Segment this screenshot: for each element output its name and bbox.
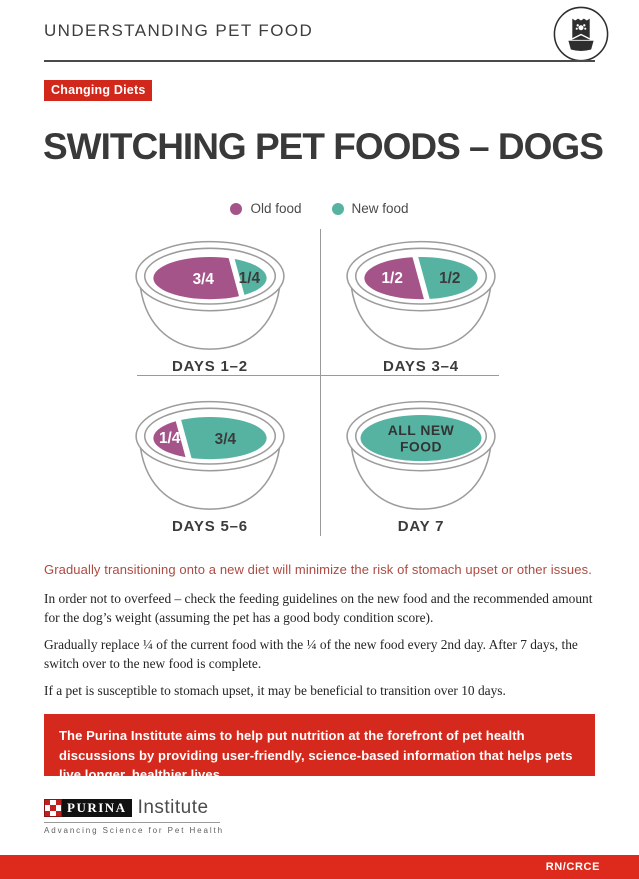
body-copy: In order not to overfeed – check the fee… (44, 589, 600, 708)
new-fraction-label: 1/4 (239, 270, 261, 287)
document-code: RN/CRCE (545, 861, 600, 873)
grid-vertical-divider (320, 229, 321, 536)
lead-sentence: Gradually transitioning onto a new diet … (44, 562, 592, 577)
purina-wordmark: PURINA (62, 799, 132, 817)
bowl-illustration: ALL NEW FOOD (346, 400, 496, 510)
legend-item-old-food: Old food (230, 201, 302, 216)
legend-old-label: Old food (250, 201, 302, 216)
bowl-illustration: 3/4 1/4 (135, 240, 285, 350)
old-food-dot-icon (230, 202, 243, 215)
new-food-portion (360, 415, 482, 462)
bowl-label: DAY 7 (397, 517, 445, 535)
legend: Old food New food (0, 201, 639, 216)
old-fraction-label: 3/4 (193, 271, 215, 288)
paragraph-replace-quarter: Gradually replace ¼ of the current food … (44, 637, 578, 672)
bowl-label: DAYS 3–4 (383, 357, 459, 375)
header-divider (44, 60, 595, 62)
bowl-day-7: ALL NEW FOOD DAY 7 (316, 392, 526, 535)
paragraph-susceptible: If a pet is susceptible to stomach upset… (44, 683, 506, 699)
section-badge: Changing Diets (44, 80, 153, 101)
paragraph-overfeed: In order not to overfeed – check the fee… (44, 591, 593, 626)
legend-item-new-food: New food (331, 201, 409, 216)
bowl-days-1-2: 3/4 1/4 DAYS 1–2 (105, 232, 315, 375)
bowl-label: DAYS 5–6 (172, 517, 248, 535)
purina-institute-logo: PURINA Institute Advancing Science for P… (44, 797, 224, 835)
new-fraction-label: 1/2 (439, 270, 460, 287)
old-fraction-label: 1/2 (382, 270, 403, 287)
legend-new-label: New food (351, 201, 409, 216)
all-new-food-label-line1: ALL NEW (388, 422, 455, 438)
page-title: SWITCHING PET FOODS – DOGS (43, 126, 604, 167)
bowl-days-3-4: 1/2 1/2 DAYS 3–4 (316, 232, 526, 375)
bowl-days-5-6: 1/4 3/4 DAYS 5–6 (105, 392, 315, 535)
document-header-title: UNDERSTANDING PET FOOD (44, 21, 314, 40)
bowl-illustration: 1/2 1/2 (346, 240, 496, 350)
all-new-food-label-line2: FOOD (400, 439, 442, 455)
purina-checkerboard-icon (44, 799, 62, 817)
transition-diagram: 3/4 1/4 DAYS 1–2 1/2 1/2 DAYS 3–4 (0, 226, 639, 538)
logo-divider (44, 822, 220, 823)
purina-institute-info-box: The Purina Institute aims to help put nu… (44, 714, 595, 782)
bowl-label: DAYS 1–2 (172, 357, 248, 375)
new-fraction-label: 3/4 (215, 431, 237, 448)
footer-bar: RN/CRCE (0, 855, 639, 879)
institute-wordmark: Institute (137, 797, 209, 818)
old-fraction-label: 1/4 (159, 430, 181, 447)
grid-horizontal-divider (137, 375, 499, 376)
bowl-illustration: 1/4 3/4 (135, 400, 285, 510)
pet-food-icon (552, 6, 610, 64)
new-food-dot-icon (331, 202, 344, 215)
logo-tagline: Advancing Science for Pet Health (44, 826, 224, 835)
